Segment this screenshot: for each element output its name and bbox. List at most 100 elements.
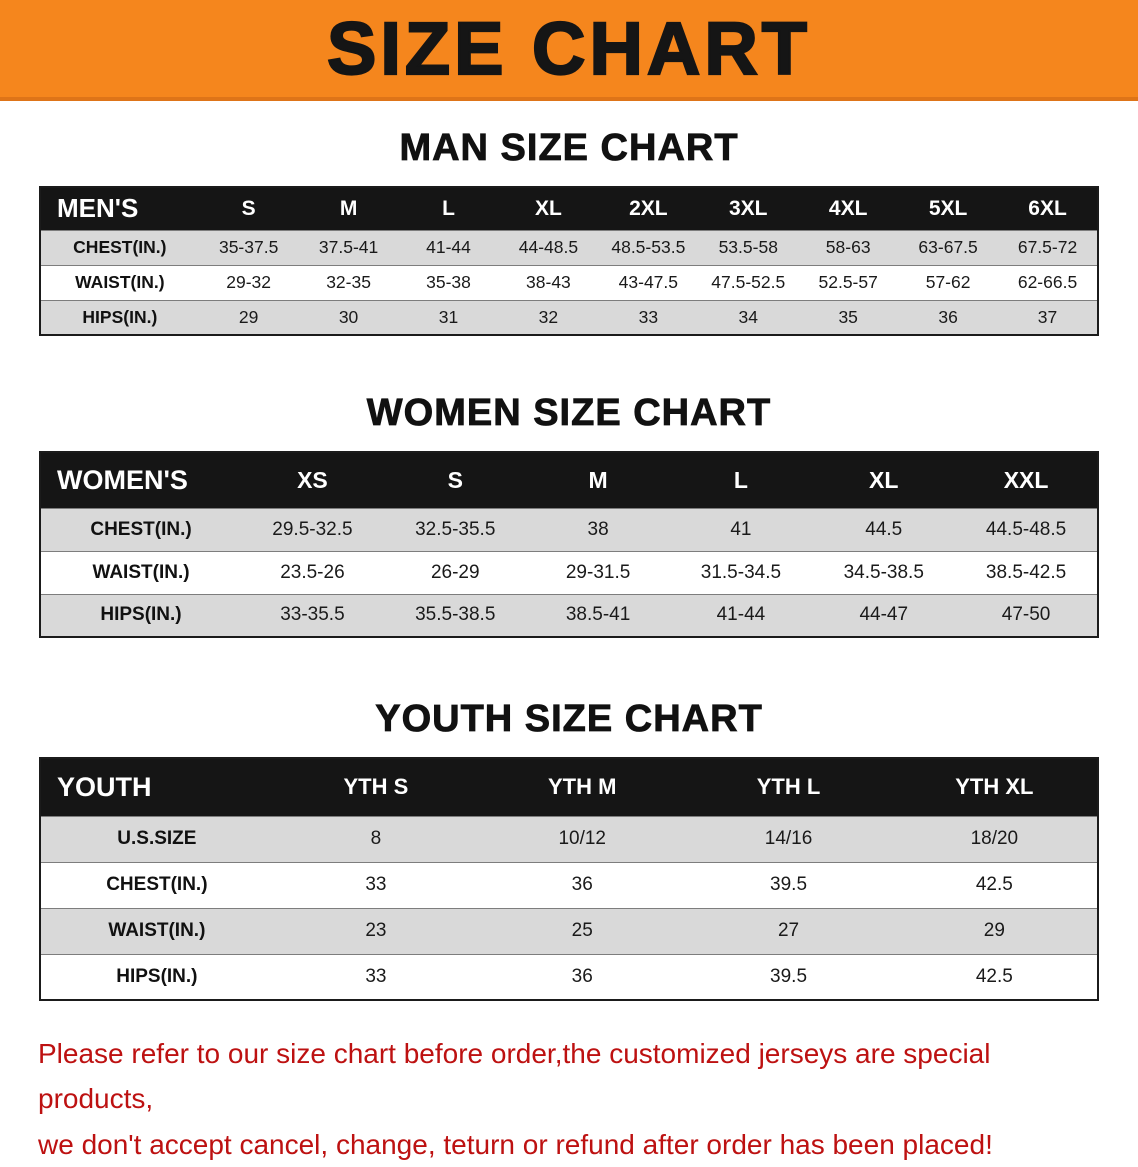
- size-table-row: WAIST(IN.) 29-32 32-35 35-38 38-43 43-47.5 47.…: [40, 265, 1098, 300]
- size-column-header: YTH L: [756, 774, 821, 800]
- size-table-row: HIPS(IN.) 29 30 31 32 33 34 35 36 37: [40, 300, 1098, 335]
- size-value-cell: 52.5-57: [818, 272, 878, 292]
- size-value-cell: 33-35.5: [280, 604, 345, 626]
- size-value-cell: 38-43: [526, 272, 571, 292]
- youth-section-heading: YOUTH SIZE CHART: [375, 698, 763, 741]
- size-value-cell: 32.5-35.5: [415, 518, 496, 540]
- section-women: WOMEN SIZE CHART WOMEN'S XS S M L XL XXL CHEST(…: [0, 392, 1138, 638]
- size-column-header: 6XL: [1028, 196, 1067, 220]
- measurement-row-label: WAIST(IN.): [108, 920, 206, 941]
- women-section-heading: WOMEN SIZE CHART: [366, 392, 772, 435]
- size-column-header: XL: [869, 466, 899, 493]
- size-value-cell: 34: [738, 306, 758, 327]
- size-value-cell: 42.5: [975, 965, 1013, 987]
- size-value-cell: 35: [838, 306, 858, 327]
- size-value-cell: 44-48.5: [518, 237, 579, 257]
- size-table-header-row: WOMEN'S XS S M L XL XXL: [40, 452, 1098, 508]
- size-column-header: YTH XL: [955, 774, 1034, 800]
- size-column-header: M: [588, 466, 608, 493]
- banner: SIZE CHART: [0, 0, 1138, 101]
- size-value-cell: 36: [571, 874, 593, 895]
- size-table-row: U.S.SIZE 8 10/12 14/16 18/20: [40, 816, 1098, 862]
- size-value-cell: 18/20: [970, 828, 1019, 849]
- size-value-cell: 29-32: [226, 272, 272, 292]
- measurement-row-label: WAIST(IN.): [75, 272, 165, 292]
- table-corner-label: WOMEN'S: [57, 464, 188, 495]
- size-column-header: 2XL: [629, 196, 668, 220]
- size-value-cell: 39.5: [770, 874, 808, 895]
- women-size-table: WOMEN'S XS S M L XL XXL CHEST(IN.) 29.5-32.5 32.5…: [39, 451, 1099, 638]
- size-table-header-row: MEN'S S M L XL 2XL 3XL 4XL 5XL 6XL: [40, 187, 1098, 230]
- page-title: SIZE CHART: [326, 6, 811, 90]
- size-value-cell: 35-38: [426, 272, 471, 292]
- size-value-cell: 67.5-72: [1017, 237, 1078, 257]
- size-value-cell: 57-62: [925, 272, 971, 292]
- size-value-cell: 32-35: [326, 272, 371, 292]
- size-value-cell: 26-29: [430, 561, 480, 583]
- disclaimer-line-2: we don't accept cancel, change, teturn o…: [38, 1128, 993, 1160]
- size-value-cell: 58-63: [825, 237, 871, 257]
- size-table-row: CHEST(IN.) 33 36 39.5 42.5: [40, 862, 1098, 908]
- size-table-row: CHEST(IN.) 29.5-32.5 32.5-35.5 38 41 44.5 44.5…: [40, 508, 1098, 551]
- size-value-cell: 34.5-38.5: [843, 561, 924, 583]
- table-corner-label: MEN'S: [57, 193, 139, 224]
- size-column-header: XS: [297, 466, 328, 493]
- size-value-cell: 41-44: [716, 604, 766, 626]
- size-value-cell: 62-66.5: [1017, 272, 1078, 292]
- section-youth: YOUTH SIZE CHART YOUTH YTH S YTH M YTH L YTH…: [0, 698, 1138, 1001]
- size-value-cell: 23.5-26: [280, 561, 345, 583]
- size-value-cell: 44.5-48.5: [985, 518, 1067, 540]
- size-value-cell: 41: [730, 518, 752, 540]
- size-value-cell: 35.5-38.5: [415, 604, 496, 626]
- size-value-cell: 35-37.5: [218, 237, 279, 257]
- measurement-row-label: WAIST(IN.): [92, 561, 190, 583]
- size-table-row: CHEST(IN.) 35-37.5 37.5-41 41-44 44-48.5 48.5…: [40, 230, 1098, 265]
- size-value-cell: 33: [365, 965, 387, 987]
- size-column-header: 5XL: [928, 196, 968, 220]
- size-column-header: L: [733, 466, 748, 493]
- section-men: MAN SIZE CHART MEN'S S M L XL 2XL 3XL 4XL 5XL 6XL…: [0, 127, 1138, 336]
- size-value-cell: 14/16: [764, 828, 813, 849]
- measurement-row-label: CHEST(IN.): [106, 874, 208, 895]
- size-value-cell: 44.5: [865, 518, 903, 540]
- size-column-header: YTH M: [547, 774, 617, 800]
- measurement-row-label: HIPS(IN.): [116, 965, 198, 987]
- size-value-cell: 23: [365, 920, 387, 941]
- size-value-cell: 33: [365, 874, 387, 895]
- measurement-row-label: U.S.SIZE: [117, 828, 197, 849]
- size-column-header: 4XL: [828, 196, 868, 220]
- size-value-cell: 29: [238, 306, 259, 327]
- disclaimer: Please refer to our size chart before or…: [0, 1031, 1138, 1167]
- size-value-cell: 38.5-41: [565, 604, 631, 626]
- size-table-row: WAIST(IN.) 23.5-26 26-29 29-31.5 31.5-34.5 34…: [40, 551, 1098, 594]
- size-column-header: YTH S: [343, 774, 409, 800]
- size-value-cell: 30: [338, 306, 359, 327]
- size-value-cell: 31: [438, 306, 459, 327]
- size-value-cell: 38: [587, 518, 609, 540]
- size-value-cell: 48.5-53.5: [611, 237, 686, 257]
- size-value-cell: 36: [938, 306, 958, 327]
- size-value-cell: 29.5-32.5: [272, 518, 353, 540]
- size-table-row: HIPS(IN.) 33-35.5 35.5-38.5 38.5-41 41-44 44-…: [40, 594, 1098, 637]
- size-value-cell: 10/12: [558, 828, 606, 849]
- disclaimer-line-1: Please refer to our size chart before or…: [38, 1038, 991, 1115]
- men-section-heading: MAN SIZE CHART: [399, 127, 739, 170]
- size-value-cell: 47.5-52.5: [711, 272, 786, 292]
- size-value-cell: 29: [983, 920, 1005, 941]
- measurement-row-label: HIPS(IN.): [82, 306, 158, 327]
- size-column-header: 3XL: [729, 196, 768, 220]
- size-table-row: WAIST(IN.) 23 25 27 29: [40, 908, 1098, 954]
- youth-size-table: YOUTH YTH S YTH M YTH L YTH XL U.S.SIZE 8 10/12…: [39, 757, 1099, 1001]
- size-value-cell: 47-50: [1001, 604, 1051, 626]
- size-value-cell: 32: [538, 306, 559, 327]
- size-value-cell: 42.5: [975, 874, 1013, 895]
- measurement-row-label: HIPS(IN.): [100, 604, 182, 626]
- size-value-cell: 33: [638, 306, 659, 327]
- men-size-table: MEN'S S M L XL 2XL 3XL 4XL 5XL 6XL CHEST(IN.) 35-37…: [39, 186, 1099, 336]
- measurement-row-label: CHEST(IN.): [73, 237, 167, 257]
- measurement-row-label: CHEST(IN.): [90, 518, 192, 540]
- size-value-cell: 38.5-42.5: [985, 561, 1067, 583]
- size-value-cell: 27: [777, 920, 800, 941]
- size-column-header: XL: [534, 196, 562, 220]
